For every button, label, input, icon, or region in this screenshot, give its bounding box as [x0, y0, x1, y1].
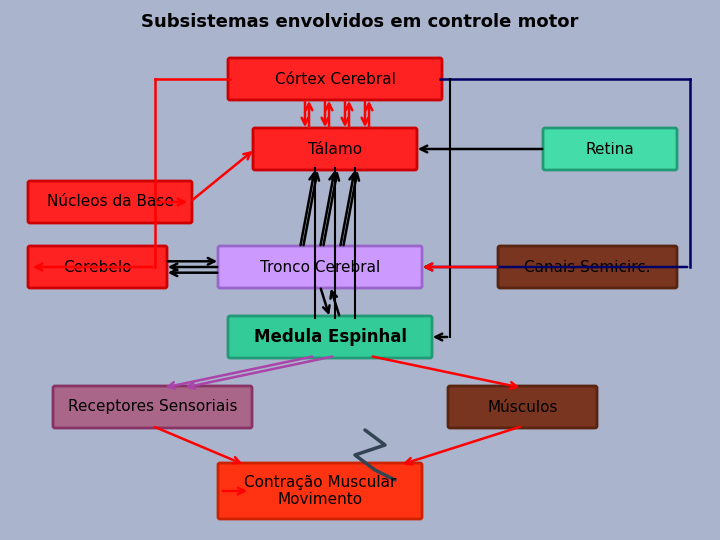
Text: Tálamo: Tálamo	[308, 141, 362, 157]
Text: Cerebelo: Cerebelo	[63, 260, 132, 274]
FancyBboxPatch shape	[218, 463, 422, 519]
Text: Retina: Retina	[585, 141, 634, 157]
Text: Músculos: Músculos	[487, 400, 558, 415]
FancyBboxPatch shape	[28, 246, 167, 288]
FancyBboxPatch shape	[228, 316, 432, 358]
FancyBboxPatch shape	[53, 386, 252, 428]
Text: Núcleos da Base: Núcleos da Base	[47, 194, 174, 210]
Text: Contração Muscular
Movimento: Contração Muscular Movimento	[244, 475, 396, 507]
Text: Tronco Cerebral: Tronco Cerebral	[260, 260, 380, 274]
FancyBboxPatch shape	[498, 246, 677, 288]
Text: Canais Semicirc.: Canais Semicirc.	[524, 260, 651, 274]
Text: Medula Espinhal: Medula Espinhal	[253, 328, 407, 346]
Text: Subsistemas envolvidos em controle motor: Subsistemas envolvidos em controle motor	[141, 13, 579, 31]
FancyBboxPatch shape	[448, 386, 597, 428]
FancyBboxPatch shape	[543, 128, 677, 170]
Text: Córtex Cerebral: Córtex Cerebral	[274, 71, 395, 86]
FancyBboxPatch shape	[28, 181, 192, 223]
FancyBboxPatch shape	[218, 246, 422, 288]
Text: Receptores Sensoriais: Receptores Sensoriais	[68, 400, 238, 415]
FancyBboxPatch shape	[228, 58, 442, 100]
FancyBboxPatch shape	[253, 128, 417, 170]
